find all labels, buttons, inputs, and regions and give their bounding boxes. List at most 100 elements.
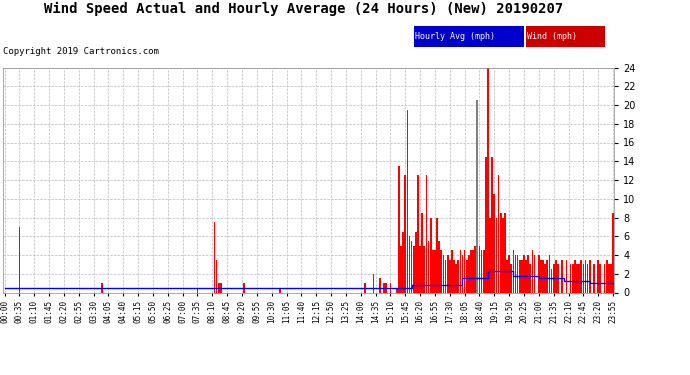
Bar	[477, 100, 478, 292]
Bar	[216, 260, 217, 292]
Bar	[493, 194, 495, 292]
Bar	[279, 288, 281, 292]
Bar	[551, 269, 553, 292]
Bar	[383, 283, 385, 292]
Bar	[442, 255, 444, 292]
Bar	[598, 260, 599, 292]
Bar	[464, 251, 466, 292]
Bar	[574, 260, 575, 292]
Bar	[420, 246, 421, 292]
Bar	[457, 260, 459, 292]
Bar	[500, 213, 502, 292]
Bar	[557, 264, 559, 292]
Bar	[521, 260, 523, 292]
Bar	[572, 264, 573, 292]
Bar	[546, 260, 548, 292]
Bar	[515, 255, 516, 292]
Bar	[373, 274, 374, 292]
Bar	[472, 251, 474, 292]
Bar	[540, 260, 542, 292]
Bar	[400, 246, 402, 292]
Bar	[451, 251, 453, 292]
Bar	[101, 283, 103, 292]
Bar	[453, 260, 455, 292]
Bar	[610, 264, 612, 292]
Bar	[460, 251, 461, 292]
Text: Wind (mph): Wind (mph)	[527, 32, 577, 41]
Bar	[578, 264, 580, 292]
Bar	[542, 260, 544, 292]
Bar	[531, 251, 533, 292]
Bar	[402, 231, 404, 292]
Bar	[413, 246, 415, 292]
Bar	[519, 260, 520, 292]
Bar	[549, 255, 551, 292]
Bar	[396, 288, 397, 292]
Bar	[544, 264, 546, 292]
Bar	[584, 260, 586, 292]
Bar	[606, 260, 607, 292]
Bar	[582, 264, 584, 292]
Bar	[455, 264, 457, 292]
Bar	[612, 213, 614, 292]
Bar	[417, 176, 419, 292]
Bar	[576, 264, 578, 292]
Bar	[434, 251, 436, 292]
Bar	[364, 283, 366, 292]
Bar	[466, 260, 468, 292]
Bar	[509, 255, 510, 292]
Bar	[570, 264, 571, 292]
Bar	[197, 288, 198, 292]
Bar	[523, 255, 525, 292]
Bar	[385, 283, 387, 292]
Bar	[481, 251, 482, 292]
Text: Hourly Avg (mph): Hourly Avg (mph)	[415, 32, 495, 41]
Bar	[566, 260, 567, 292]
Text: Copyright 2019 Cartronics.com: Copyright 2019 Cartronics.com	[3, 47, 159, 56]
Bar	[398, 166, 400, 292]
Bar	[483, 251, 484, 292]
Bar	[479, 246, 480, 292]
Bar	[390, 283, 391, 292]
Bar	[447, 255, 448, 292]
Bar	[511, 264, 512, 292]
Bar	[586, 264, 589, 292]
Bar	[561, 260, 563, 292]
Bar	[506, 260, 508, 292]
Bar	[504, 213, 506, 292]
Bar	[555, 260, 557, 292]
Bar	[432, 251, 433, 292]
Bar	[444, 260, 446, 292]
Bar	[379, 278, 381, 292]
Bar	[600, 264, 601, 292]
Bar	[426, 176, 427, 292]
Bar	[485, 157, 486, 292]
Bar	[436, 217, 438, 292]
Bar	[449, 260, 451, 292]
Bar	[593, 264, 595, 292]
Bar	[406, 110, 408, 292]
Bar	[244, 283, 245, 292]
Bar	[468, 255, 470, 292]
Bar	[430, 217, 431, 292]
Bar	[580, 260, 582, 292]
Bar	[214, 222, 215, 292]
Bar	[604, 264, 605, 292]
Bar	[489, 217, 491, 292]
Bar	[422, 213, 423, 292]
Bar	[495, 217, 497, 292]
Bar	[527, 255, 529, 292]
Bar	[525, 260, 527, 292]
Bar	[589, 260, 591, 292]
Bar	[497, 176, 500, 292]
Bar	[408, 236, 411, 292]
Bar	[415, 231, 417, 292]
Bar	[529, 264, 531, 292]
Text: Wind Speed Actual and Hourly Average (24 Hours) (New) 20190207: Wind Speed Actual and Hourly Average (24…	[44, 2, 563, 16]
Bar	[487, 68, 489, 292]
Bar	[470, 251, 472, 292]
Bar	[474, 246, 476, 292]
Bar	[462, 255, 464, 292]
Bar	[218, 283, 219, 292]
Bar	[440, 251, 442, 292]
